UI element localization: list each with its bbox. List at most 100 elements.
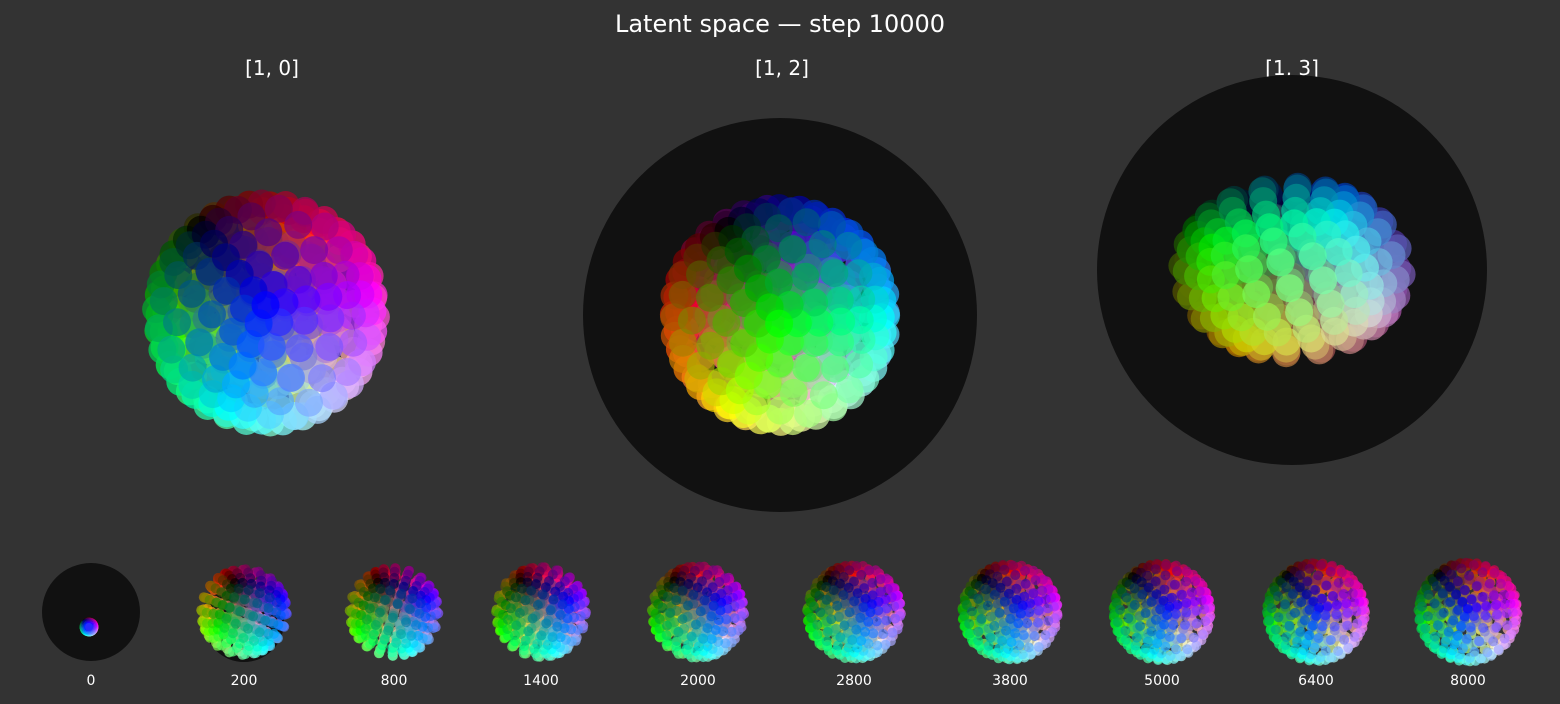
latent-point xyxy=(675,577,686,587)
latent-point xyxy=(856,635,867,646)
latent-point xyxy=(1478,622,1489,633)
latent-point xyxy=(1181,566,1192,577)
latent-point xyxy=(1191,605,1202,616)
latent-point xyxy=(1464,570,1475,581)
latent-panel-1-3 xyxy=(1097,75,1487,465)
latent-point xyxy=(1188,632,1199,643)
latent-point xyxy=(1301,638,1312,649)
latent-point xyxy=(263,628,274,639)
latent-point xyxy=(989,620,1000,631)
latent-point xyxy=(825,286,854,315)
latent-point xyxy=(764,214,793,243)
latent-point xyxy=(669,583,680,593)
latent-panel-1-2 xyxy=(583,118,977,512)
latent-point xyxy=(691,619,701,630)
latent-point xyxy=(1266,248,1295,277)
latent-point xyxy=(396,629,406,640)
latent-point xyxy=(1018,630,1029,641)
latent-point xyxy=(826,328,855,357)
latent-point xyxy=(1135,621,1146,631)
latent-point xyxy=(1344,577,1354,588)
latent-point xyxy=(706,611,717,622)
latent-point xyxy=(1301,589,1312,600)
latent-point xyxy=(254,627,265,638)
latent-point xyxy=(1143,582,1154,593)
latent-point xyxy=(982,600,993,611)
latent-point xyxy=(1273,612,1284,623)
latent-point xyxy=(264,585,275,596)
latent-point xyxy=(1438,607,1449,618)
latent-point xyxy=(1159,619,1170,630)
latent-point xyxy=(315,333,344,361)
latent-point xyxy=(1033,617,1043,628)
latent-point xyxy=(1311,610,1322,621)
latent-point xyxy=(966,606,977,617)
latent-point xyxy=(85,623,94,631)
latent-point xyxy=(324,236,353,265)
latent-point xyxy=(1030,575,1041,586)
latent-point xyxy=(729,613,740,624)
latent-point xyxy=(980,584,991,595)
latent-point xyxy=(251,291,280,320)
latent-point xyxy=(1150,576,1161,587)
latent-point xyxy=(1232,234,1260,263)
latent-point xyxy=(692,582,703,593)
latent-point xyxy=(178,353,207,382)
latent-point xyxy=(812,629,823,640)
latent-point xyxy=(1010,570,1021,581)
latent-point xyxy=(1171,566,1182,577)
latent-point xyxy=(1440,636,1451,647)
latent-point xyxy=(1191,618,1202,629)
latent-point xyxy=(1006,637,1017,648)
latent-point xyxy=(989,589,1000,600)
latent-point xyxy=(726,626,737,637)
latent-point xyxy=(375,583,386,594)
latent-point xyxy=(683,600,693,611)
latent-point xyxy=(1194,586,1205,597)
latent-point xyxy=(976,613,987,624)
latent-point xyxy=(520,635,531,646)
latent-point xyxy=(1029,631,1040,642)
latent-point xyxy=(511,620,522,631)
latent-point xyxy=(1011,583,1022,594)
latent-point xyxy=(379,634,390,645)
latent-point xyxy=(1143,636,1153,647)
latent-point xyxy=(791,262,820,291)
latent-point xyxy=(1003,588,1014,599)
latent-point xyxy=(1456,563,1467,574)
latent-point xyxy=(1120,625,1131,636)
latent-point xyxy=(1235,255,1264,284)
latent-point xyxy=(239,594,250,605)
latent-point xyxy=(1480,610,1491,621)
latent-point xyxy=(1150,614,1161,625)
latent-point xyxy=(1170,608,1181,619)
latent-point xyxy=(843,582,854,593)
latent-point xyxy=(677,614,688,625)
latent-point xyxy=(792,208,821,237)
latent-point xyxy=(254,588,265,599)
latent-point xyxy=(1146,597,1157,607)
latent-point xyxy=(889,601,900,612)
history-step-label-3800: 3800 xyxy=(992,673,1028,689)
latent-point xyxy=(1320,645,1331,656)
latent-point xyxy=(505,603,516,614)
latent-point xyxy=(235,606,246,617)
latent-point xyxy=(248,635,259,646)
history-step-label-8000: 8000 xyxy=(1450,673,1486,689)
latent-point xyxy=(863,616,874,627)
latent-point xyxy=(844,565,855,576)
latent-point xyxy=(1316,560,1326,571)
latent-point xyxy=(361,614,372,625)
latent-point xyxy=(264,194,293,223)
latent-point xyxy=(1437,588,1448,599)
latent-point xyxy=(843,642,854,653)
latent-point xyxy=(1310,585,1321,595)
latent-point xyxy=(815,607,826,618)
latent-point xyxy=(1349,597,1360,608)
history-step-label-2000: 2000 xyxy=(680,673,716,689)
latent-point xyxy=(1451,589,1462,600)
latent-point xyxy=(808,230,837,259)
latent-point xyxy=(835,632,846,643)
latent-point xyxy=(688,589,699,600)
latent-point xyxy=(1313,633,1324,643)
